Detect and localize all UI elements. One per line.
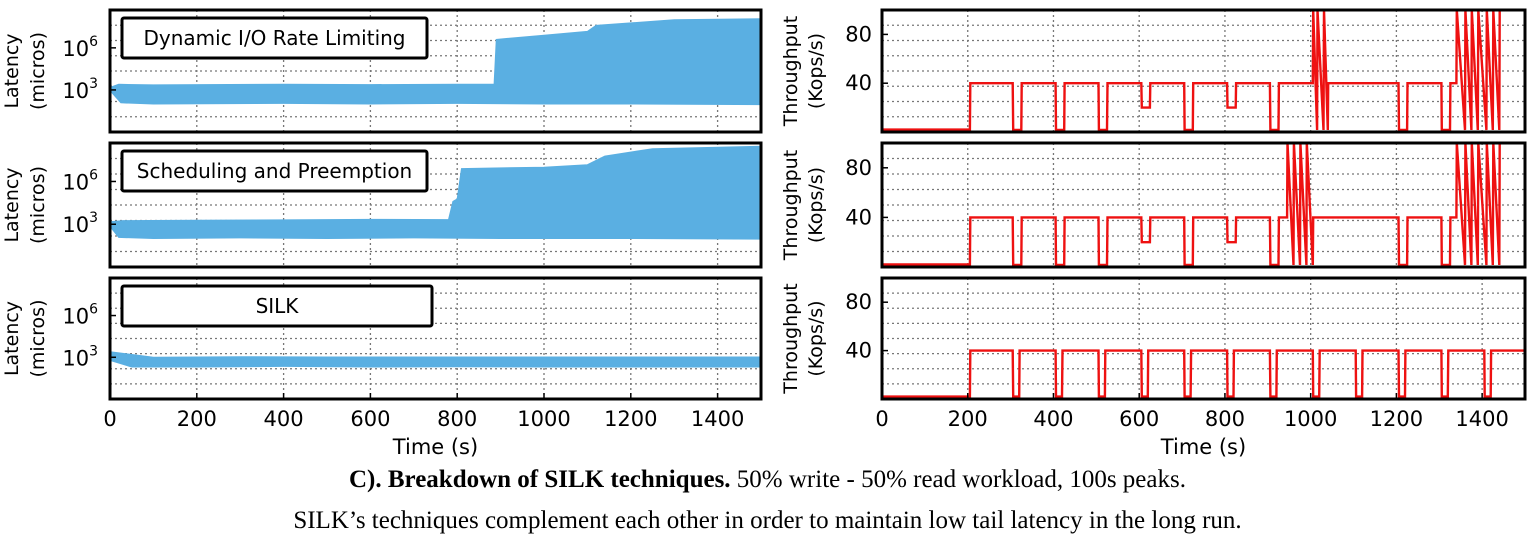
y-tick-exp: 3 bbox=[89, 343, 98, 359]
x-tick-label: 200 bbox=[948, 407, 988, 431]
y-tick-label: 40 bbox=[845, 205, 872, 229]
x-tick-label: 1400 bbox=[691, 407, 744, 431]
x-tick-label: 0 bbox=[103, 407, 116, 431]
x-tick-label: 400 bbox=[1033, 407, 1073, 431]
y-tick-label: 40 bbox=[845, 71, 872, 95]
y-tick-exp: 3 bbox=[89, 210, 98, 226]
x-tick-label: 0 bbox=[875, 407, 888, 431]
panel-throughput-dynamic-io: 40 80 Throughput (Kops/s) bbox=[780, 8, 1527, 134]
x-tick-label: 200 bbox=[177, 407, 217, 431]
panel-title: Dynamic I/O Rate Limiting bbox=[143, 26, 405, 50]
y-tick-label: 80 bbox=[845, 290, 872, 314]
y-tick-label: 103 bbox=[62, 210, 98, 237]
y-tick-base: 10 bbox=[62, 79, 89, 103]
panel-throughput-silk: 40 80 Throughput (Kops/s) 0 200 400 600 800 1000 1… bbox=[780, 276, 1527, 459]
y-tick-label: 103 bbox=[62, 76, 98, 103]
y-tick-base: 10 bbox=[62, 213, 89, 237]
plot-frame bbox=[108, 8, 763, 134]
panel-title: SILK bbox=[256, 294, 300, 318]
y-axis-label-unit: (micros) bbox=[27, 300, 49, 378]
plot-frame bbox=[108, 141, 763, 269]
throughput-line bbox=[882, 349, 1525, 398]
y-tick-label: 103 bbox=[62, 343, 98, 370]
y-tick-exp: 6 bbox=[89, 34, 98, 50]
y-tick-exp: 6 bbox=[89, 167, 98, 183]
y-axis-label: Throughput bbox=[780, 150, 802, 261]
plot-frame bbox=[880, 141, 1527, 269]
x-tick-label: 1400 bbox=[1455, 407, 1508, 431]
y-tick-exp: 3 bbox=[89, 76, 98, 92]
x-tick-label: 800 bbox=[1205, 407, 1245, 431]
y-tick-label: 106 bbox=[62, 302, 98, 329]
y-axis-label-unit: (micros) bbox=[27, 32, 49, 110]
x-tick-label: 800 bbox=[437, 407, 477, 431]
y-axis-label: Latency bbox=[1, 33, 23, 108]
x-axis-label: Time (s) bbox=[392, 435, 478, 459]
panel-title-box bbox=[120, 149, 429, 193]
y-tick-base: 10 bbox=[62, 305, 89, 329]
y-axis-label: Latency bbox=[1, 167, 23, 242]
y-tick-label: 40 bbox=[845, 339, 872, 363]
x-tick-label: 1200 bbox=[1370, 407, 1423, 431]
x-tick-label: 600 bbox=[1119, 407, 1159, 431]
panel-title-box bbox=[120, 284, 434, 328]
x-tick-label: 1000 bbox=[1284, 407, 1337, 431]
y-tick-label: 106 bbox=[62, 167, 98, 194]
caption-line-1: C). Breakdown of SILK techniques. 50% wr… bbox=[0, 466, 1535, 494]
x-tick-label: 1000 bbox=[517, 407, 570, 431]
throughput-line bbox=[882, 141, 1525, 267]
plot-frame bbox=[880, 276, 1527, 401]
y-tick-base: 10 bbox=[62, 37, 89, 61]
y-tick-exp: 6 bbox=[89, 302, 98, 318]
x-tick-label: 1200 bbox=[604, 407, 657, 431]
y-axis-label: Throughput bbox=[780, 283, 802, 394]
throughput-line bbox=[882, 8, 1525, 132]
latency-band bbox=[109, 145, 762, 240]
plot-frame bbox=[108, 276, 763, 401]
y-tick-label: 80 bbox=[845, 156, 872, 180]
caption-bold: C). Breakdown of SILK techniques. bbox=[349, 466, 731, 493]
y-axis-label: Latency bbox=[1, 301, 23, 376]
y-tick-label: 106 bbox=[62, 34, 98, 61]
latency-band bbox=[109, 18, 762, 106]
y-axis-label-unit: (Kops/s) bbox=[805, 33, 827, 109]
x-axis-label: Time (s) bbox=[1160, 435, 1246, 459]
x-tick-label: 600 bbox=[350, 407, 390, 431]
caption-rest: 50% write - 50% read workload, 100s peak… bbox=[730, 466, 1186, 493]
y-axis-label-unit: (Kops/s) bbox=[805, 300, 827, 376]
y-tick-base: 10 bbox=[62, 170, 89, 194]
y-tick-base: 10 bbox=[62, 346, 89, 370]
plot-frame bbox=[880, 8, 1527, 134]
y-axis-label-unit: (Kops/s) bbox=[805, 167, 827, 243]
y-axis-label: Throughput bbox=[780, 16, 802, 127]
y-tick-label: 80 bbox=[845, 22, 872, 46]
panel-title: Scheduling and Preemption bbox=[137, 159, 412, 183]
panel-throughput-scheduling: 40 80 Throughput (Kops/s) bbox=[780, 141, 1527, 269]
x-tick-label: 400 bbox=[264, 407, 304, 431]
panel-title-box bbox=[120, 16, 429, 60]
y-axis-label-unit: (micros) bbox=[27, 166, 49, 244]
caption-line-2: SILK’s techniques complement each other … bbox=[293, 507, 1242, 534]
